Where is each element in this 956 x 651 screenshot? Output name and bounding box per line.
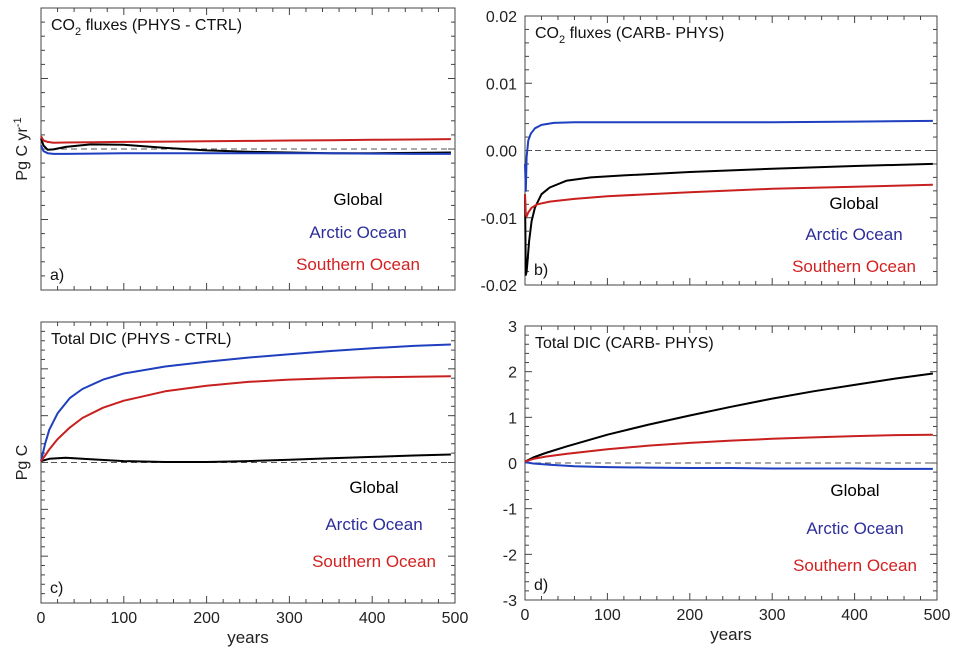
legend-entry-global: Global xyxy=(349,478,398,497)
panel-label: c) xyxy=(50,580,63,597)
y-tick-label: -3 xyxy=(503,593,517,610)
legend-entry-global: Global xyxy=(333,190,382,209)
y-tick-label: 2 xyxy=(508,365,517,382)
series-line-global xyxy=(524,162,933,276)
panel-label: d) xyxy=(534,577,548,594)
x-tick-label: 500 xyxy=(442,610,469,627)
series-line-arctic-ocean xyxy=(40,343,451,462)
x-axis-label: years xyxy=(227,628,269,647)
x-tick-label: 300 xyxy=(759,607,786,624)
series-line-southern-ocean xyxy=(40,375,451,462)
series-line-global xyxy=(524,372,934,463)
y-tick-label: 0.02 xyxy=(486,9,517,26)
panel-label: a) xyxy=(50,267,64,284)
panel-a: Pg C yr-1 CO2 fluxes (PHYS - CTRL) a) Globa… xyxy=(12,7,456,291)
y-tick-label: 0.00 xyxy=(486,144,517,161)
panel-d: -3 -2 -1 0 1 2 3 0 100 200 300 400 500 years Total DIC… xyxy=(503,319,951,644)
series-line-southern-ocean xyxy=(524,433,933,463)
y-tick-label: -2 xyxy=(503,547,517,564)
panel-title: CO2 fluxes (PHYS - CTRL) xyxy=(51,17,242,38)
legend-entry-arctic-ocean: Arctic Ocean xyxy=(309,223,406,242)
panel-b: -0.02 -0.01 0.00 0.01 0.02 CO2 fluxes (CARB- … xyxy=(481,9,938,295)
series-line-arctic-ocean xyxy=(524,461,933,470)
legend-entry-global: Global xyxy=(829,194,878,213)
x-tick-label: 0 xyxy=(37,610,46,627)
y-axis-label: Pg C xyxy=(14,445,31,481)
y-tick-label: 1 xyxy=(508,410,517,427)
y-axis-label: Pg C yr-1 xyxy=(12,117,31,180)
x-tick-label: 200 xyxy=(676,607,703,624)
legend-entry-southern-ocean: Southern Ocean xyxy=(793,556,917,575)
panel-title: Total DIC (PHYS - CTRL) xyxy=(51,331,231,348)
series-line-arctic-ocean xyxy=(524,119,933,192)
legend-entry-arctic-ocean: Arctic Ocean xyxy=(805,225,902,244)
y-tick-label: 0 xyxy=(508,456,517,473)
legend-entry-southern-ocean: Southern Ocean xyxy=(296,255,420,274)
legend-entry-southern-ocean: Southern Ocean xyxy=(792,257,916,276)
y-tick-label: 3 xyxy=(508,319,517,336)
y-tick-label: 0.01 xyxy=(486,76,517,93)
x-tick-label: 0 xyxy=(521,607,530,624)
series-line-arctic-ocean xyxy=(40,145,451,155)
x-tick-label: 300 xyxy=(276,610,303,627)
y-tick-label: -0.02 xyxy=(481,278,518,295)
x-tick-label: 100 xyxy=(594,607,621,624)
series-line-southern-ocean xyxy=(40,135,451,144)
x-tick-label: 100 xyxy=(110,610,137,627)
y-tick-label: -0.01 xyxy=(481,211,518,228)
panel-title: CO2 fluxes (CARB- PHYS) xyxy=(535,25,724,46)
panel-label: b) xyxy=(534,262,548,279)
legend-entry-arctic-ocean: Arctic Ocean xyxy=(806,519,903,538)
y-tick-label: -1 xyxy=(503,502,517,519)
panel-c: 0 100 200 300 400 500 years Pg C Total DIC (PHYS… xyxy=(14,321,469,647)
x-tick-label: 400 xyxy=(841,607,868,624)
legend-entry-southern-ocean: Southern Ocean xyxy=(312,552,436,571)
x-tick-label: 200 xyxy=(193,610,220,627)
x-tick-label: 400 xyxy=(359,610,386,627)
legend-entry-arctic-ocean: Arctic Ocean xyxy=(325,515,422,534)
x-tick-label: 500 xyxy=(924,607,951,624)
legend-entry-global: Global xyxy=(830,481,879,500)
panel-title: Total DIC (CARB- PHYS) xyxy=(535,335,714,352)
series-line-southern-ocean xyxy=(524,183,933,218)
x-axis-label: years xyxy=(710,625,752,644)
series-line-global xyxy=(40,453,451,463)
